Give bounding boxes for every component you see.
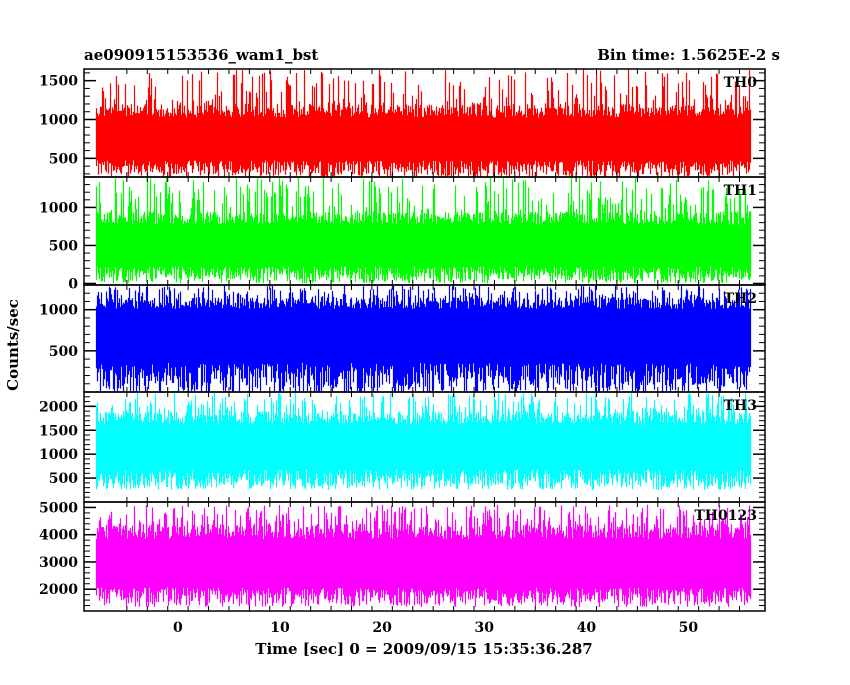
x-tick-label: 20 xyxy=(372,620,392,636)
panel-th1: 0 500 1000 TH1 xyxy=(39,176,766,292)
y-tick-label: 1500 xyxy=(39,423,78,439)
y-tick-label: 4000 xyxy=(39,528,78,544)
y-axis-title: Counts/sec xyxy=(4,299,22,391)
y-tick-label: 1000 xyxy=(39,447,78,463)
y-tick-label: 1500 xyxy=(39,74,78,90)
series-line-th0123 xyxy=(95,504,752,607)
y-tick-label: 3000 xyxy=(39,555,78,571)
series-line-th1 xyxy=(95,177,752,284)
panel-label-th2: TH2 xyxy=(724,291,757,307)
panel-label-th3: TH3 xyxy=(724,398,757,414)
chart-title: ae090915153536_wam1_bst xyxy=(84,46,318,64)
panel-label-th0: TH0 xyxy=(724,75,758,91)
panels-group: 500 1000 1500 TH0 0 500 1000 TH1 500 1000 TH2 500 10… xyxy=(39,68,766,612)
panel-th3: 500 1000 1500 2000 TH3 xyxy=(39,391,766,503)
y-tick-label: 1000 xyxy=(39,113,78,129)
x-tick-label: 30 xyxy=(474,620,494,636)
series-line-th2 xyxy=(95,285,752,392)
series-line-th3 xyxy=(95,392,752,490)
x-tick-label: 0 xyxy=(173,620,183,636)
y-tick-label: 2000 xyxy=(39,582,78,598)
panel-th0: 500 1000 1500 TH0 xyxy=(39,68,766,178)
x-tick-label: 40 xyxy=(577,620,597,636)
panel-th2: 500 1000 TH2 xyxy=(39,284,766,393)
panel-th0123: 2000 3000 4000 5000 TH0123 xyxy=(39,500,766,612)
y-tick-label: 2000 xyxy=(39,399,78,415)
bin-time-label: Bin time: 1.5625E-2 s xyxy=(597,46,780,64)
y-tick-label: 1000 xyxy=(39,303,78,319)
y-tick-label: 500 xyxy=(49,471,78,487)
y-tick-label: 500 xyxy=(49,238,78,254)
series-line-th0 xyxy=(95,69,752,177)
x-tick-label: 10 xyxy=(270,620,290,636)
x-axis: 0 10 20 30 40 50 xyxy=(173,620,698,636)
y-tick-label: 5000 xyxy=(39,500,78,516)
y-tick-label: 1000 xyxy=(39,200,78,216)
y-tick-label: 0 xyxy=(68,276,78,292)
y-tick-label: 500 xyxy=(49,151,78,167)
y-tick-label: 500 xyxy=(49,344,78,360)
x-axis-title: Time [sec] 0 = 2009/09/15 15:35:36.287 xyxy=(255,640,592,658)
x-tick-label: 50 xyxy=(679,620,699,636)
panel-label-th1: TH1 xyxy=(724,183,757,199)
panel-label-th0123: TH0123 xyxy=(694,508,757,524)
